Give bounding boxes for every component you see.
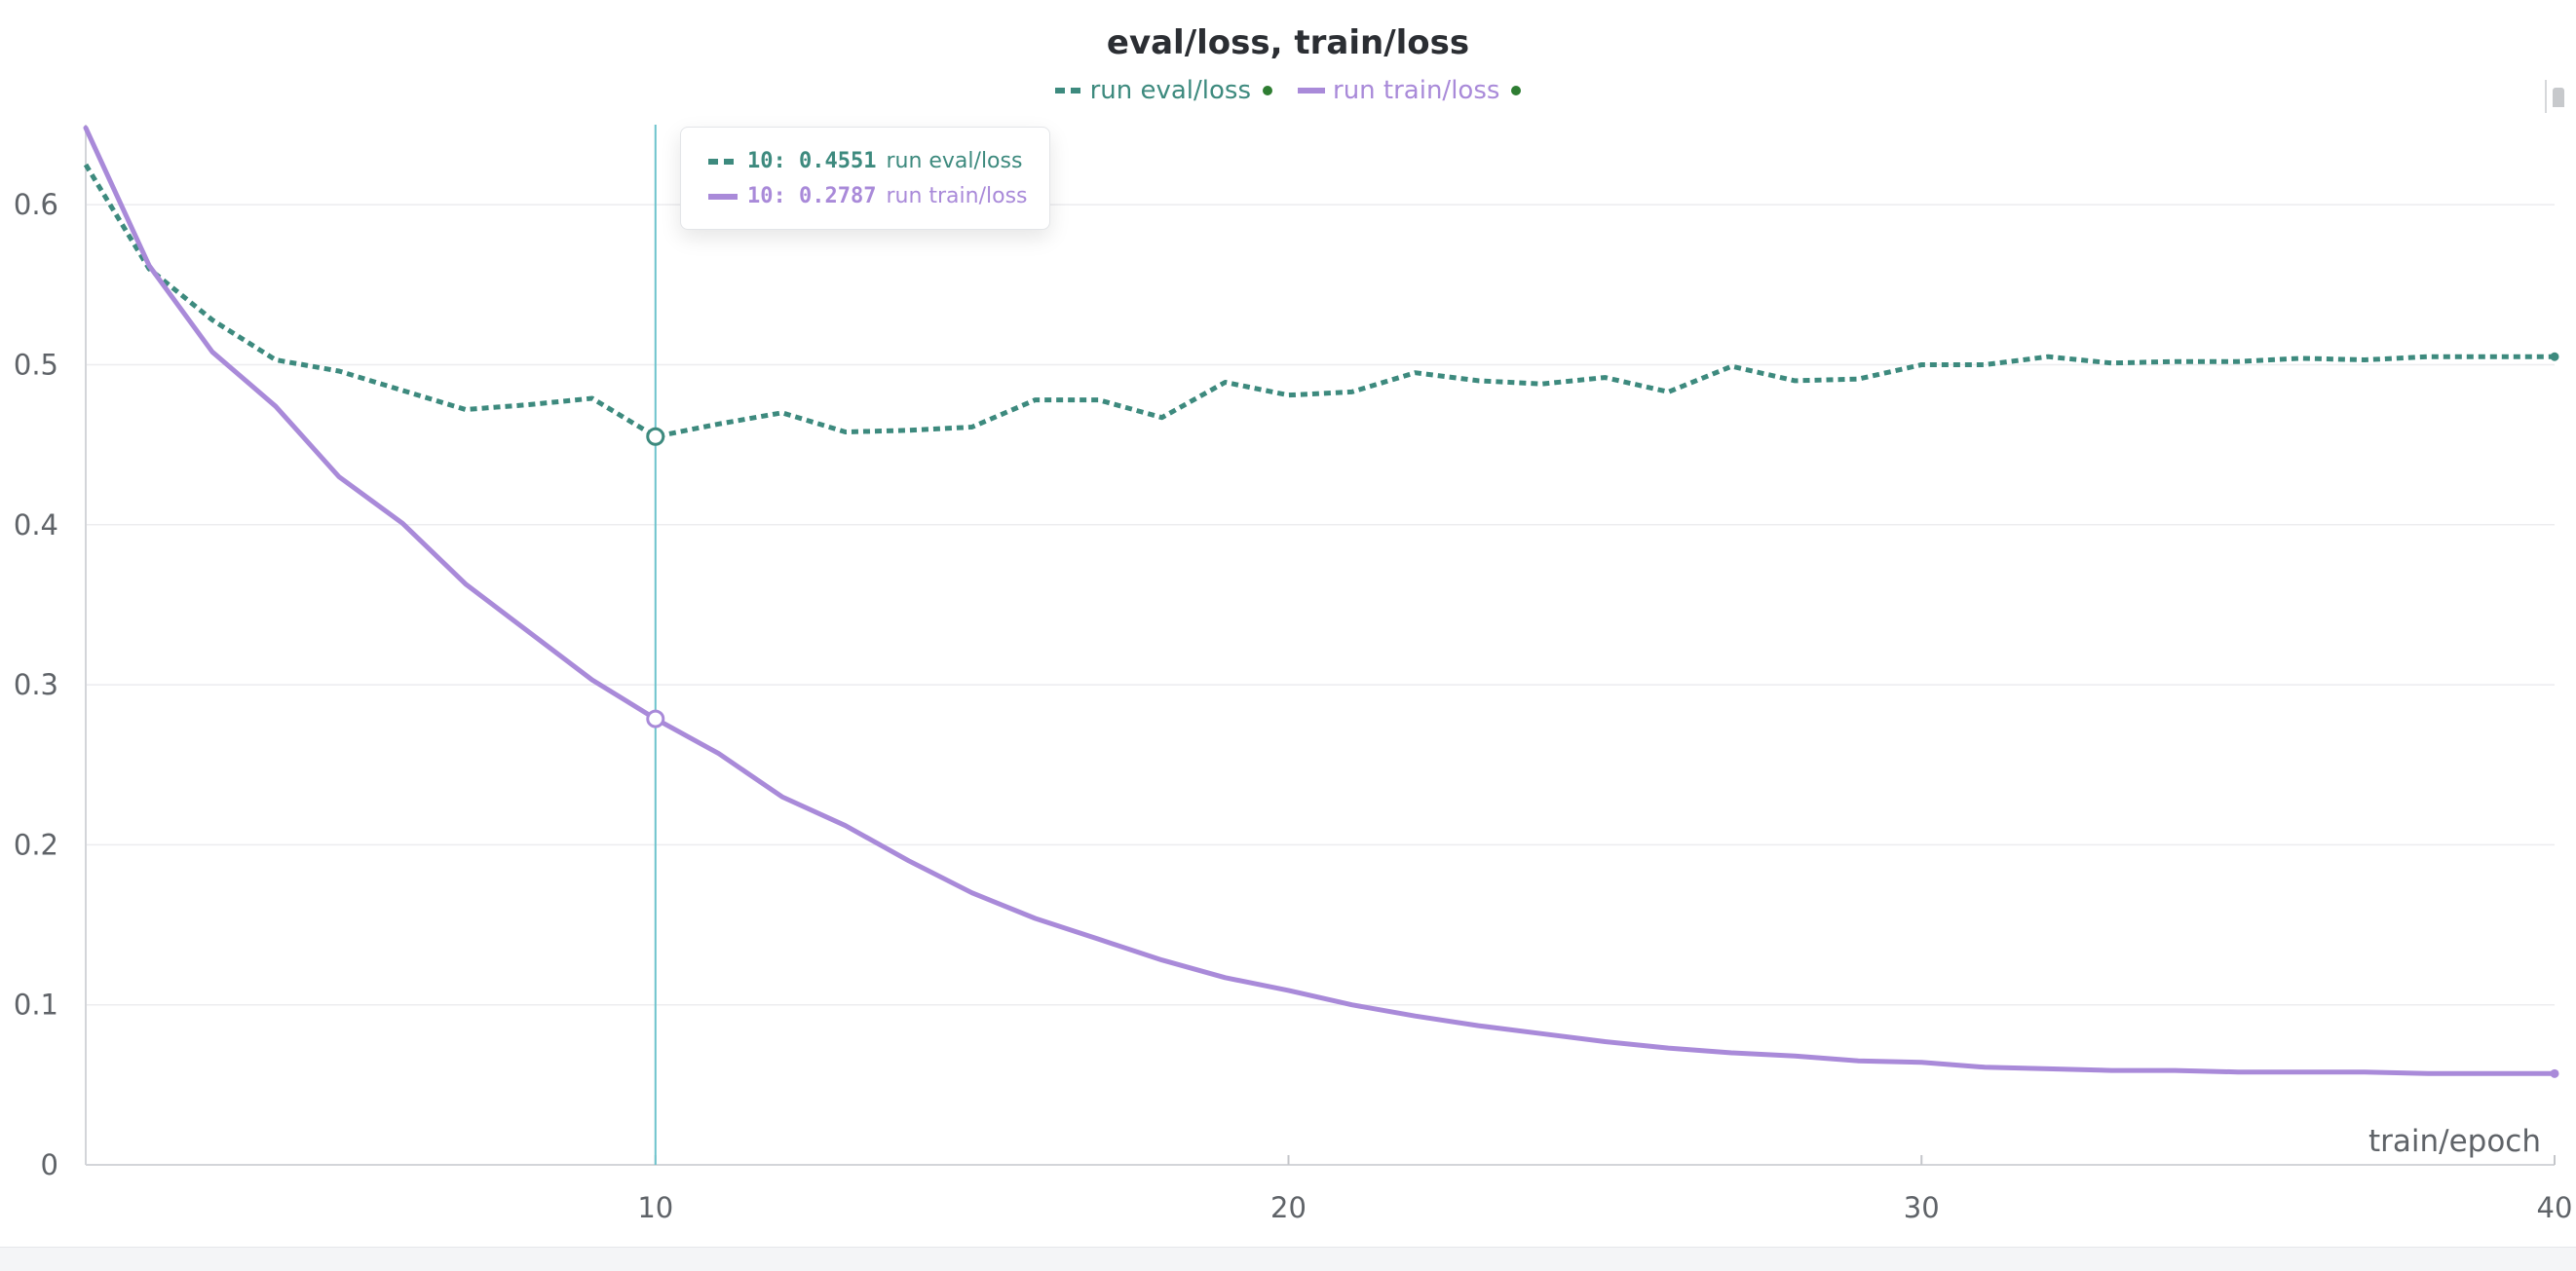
series-line-train-loss: [83, 125, 2557, 1076]
tooltip-label-eval: run eval/loss: [886, 149, 1023, 173]
hover-marker: [646, 427, 665, 446]
legend-swatch-train: [1298, 88, 1325, 93]
series-line-eval-loss: [83, 163, 2555, 439]
y-tick-label: 0.5: [14, 348, 58, 381]
tooltip-value-eval: 10: 0.4551: [747, 149, 877, 173]
y-tick-label: 0.1: [14, 989, 58, 1022]
tooltip-value-train: 10: 0.2787: [747, 184, 877, 208]
x-axis-label: train/epoch: [2368, 1124, 2541, 1159]
legend-status-dot-train: [1511, 86, 1522, 95]
x-tick-label: 40: [2537, 1191, 2573, 1224]
resize-handle-icon[interactable]: [2545, 80, 2568, 113]
chart-title: eval/loss, train/loss: [1106, 23, 1470, 62]
legend-item-eval[interactable]: run eval/loss: [1054, 76, 1272, 105]
legend-status-dot-eval: [1263, 86, 1272, 95]
hover-tooltip: 10: 0.4551 run eval/loss 10: 0.2787 run …: [680, 127, 1050, 230]
tooltip-row-eval: 10: 0.4551 run eval/loss: [708, 149, 1022, 173]
tooltip-row-train: 10: 0.2787 run train/loss: [708, 184, 1028, 208]
y-tick-label: 0: [41, 1148, 58, 1181]
chart-legend: run eval/loss run train/loss: [0, 76, 2576, 105]
bottom-scrollbar[interactable]: [0, 1247, 2576, 1271]
x-tick-label: 30: [1904, 1191, 1940, 1224]
y-tick-label: 0.3: [14, 668, 58, 701]
legend-item-train[interactable]: run train/loss: [1298, 76, 1522, 105]
y-tick-label: 0.4: [14, 508, 58, 542]
tooltip-swatch-train: [708, 193, 738, 200]
y-tick-label: 0.6: [14, 188, 58, 221]
y-tick-label: 0.2: [14, 828, 58, 861]
legend-swatch-eval: [1054, 88, 1082, 93]
x-tick-label: 20: [1270, 1191, 1307, 1224]
data-point: [2550, 1068, 2559, 1078]
data-point: [2550, 352, 2559, 361]
legend-label-eval: run eval/loss: [1089, 76, 1251, 105]
legend-label-train: run train/loss: [1333, 76, 1500, 105]
tooltip-label-train: run train/loss: [886, 184, 1028, 208]
tooltip-swatch-eval: [708, 158, 738, 165]
hover-marker: [646, 709, 665, 729]
x-tick-label: 10: [637, 1191, 673, 1224]
